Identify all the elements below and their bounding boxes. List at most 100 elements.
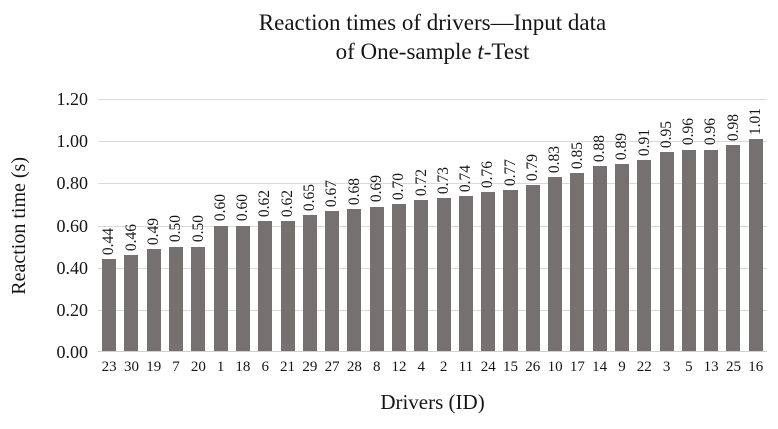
gridline [98,225,767,227]
x-tick-label: 15 [502,359,518,375]
bar-value-label: 0.46 [122,223,140,252]
bar-value-label: 0.50 [189,215,207,243]
bar-value-label: 0.62 [256,190,274,218]
bar [235,225,250,352]
bar-column: 0.50 [187,99,209,352]
bar-value-label: 0.73 [434,166,452,195]
bar-value-label: 0.68 [345,177,363,205]
x-tick-label: 7 [172,359,180,375]
x-axis-ticks: 23 30 19 7 20 1 18 6 21 29 27 28 8 12 4 2 11 24 15 26 10 17 14… [98,358,767,376]
bar-column: 0.89 [611,99,633,352]
bar-column: 0.77 [499,99,521,352]
bar [102,259,117,352]
bar-value-label: 0.77 [501,158,519,186]
bar-value-label: 0.72 [412,169,430,197]
bar-value-label: 0.88 [590,135,608,163]
bar-column: 0.65 [299,99,321,352]
bar-column: 0.85 [566,99,588,352]
bar-column: 0.60 [232,99,254,352]
chart-title: Reaction times of drivers—Input data of … [98,8,767,66]
bar-column: 0.74 [455,99,477,352]
x-tick-label: 24 [480,359,496,375]
bar-column: 1.01 [745,99,767,352]
bar-column: 0.62 [254,99,276,352]
bar-value-label: 0.74 [457,164,475,192]
bar-column: 0.44 [98,99,120,352]
x-tick-label: 27 [324,359,340,375]
bar [391,204,407,352]
x-tick-label: 4 [417,359,426,375]
x-tick-label: 18 [235,359,251,375]
chart-title-line1: Reaction times of drivers—Input data [258,10,607,35]
bar [436,198,451,352]
x-axis-title: Drivers (ID) [380,390,485,414]
gridline [98,141,767,143]
bar [414,200,429,352]
plot-area: 0.44 0.46 0.49 0.50 0.50 0.60 0.60 0.62 0.62 0.65… [98,99,767,352]
bar [592,166,607,352]
x-tick-label: 5 [685,359,693,375]
gridline [98,267,767,269]
bar-column: 0.68 [343,99,365,352]
bar-value-label: 0.60 [211,194,229,222]
bar-column: 0.83 [544,99,566,352]
x-tick-label: 28 [346,359,362,375]
bar-column: 0.98 [722,99,744,352]
y-tick-label: 0.60 [56,215,89,236]
bar [369,206,384,352]
bar-value-label: 0.49 [144,217,162,245]
x-tick-label: 23 [101,359,117,375]
bar-column: 0.91 [633,99,655,352]
bar-column: 0.79 [522,99,544,352]
y-tick-label: 1.20 [56,89,89,109]
bar-value-label: 1.01 [747,107,764,136]
x-tick-label: 14 [592,359,608,375]
bar-value-label: 0.60 [234,194,252,222]
bar-value-label: 0.79 [524,154,542,182]
bar-value-label: 0.96 [702,118,720,146]
bar [258,221,273,352]
bar-value-label: 0.67 [323,179,341,207]
bar-column: 0.95 [655,99,677,352]
x-tick-label: 1 [216,359,225,375]
x-tick-label: 2 [439,359,448,375]
bars-row: 0.44 0.46 0.49 0.50 0.50 0.60 0.60 0.62 0.62 0.65… [98,99,767,352]
x-tick-label: 10 [547,359,563,375]
bar-column: 0.62 [276,99,298,352]
x-axis-line [98,351,767,352]
bar [503,189,518,352]
bar-value-label: 0.44 [100,228,118,256]
bar-value-label: 0.91 [635,129,653,157]
bar-value-label: 0.89 [613,133,631,161]
bar [748,139,763,352]
bar-column: 0.46 [120,99,142,352]
bar-column: 0.67 [321,99,343,352]
bar [726,145,741,352]
bar [458,195,473,352]
bar-column: 0.76 [477,99,499,352]
bar [659,151,674,352]
x-tick-label: 16 [748,359,764,375]
x-tick-label: 3 [662,359,671,375]
gridline [98,309,767,311]
bar-column: 0.69 [366,99,388,352]
bar [570,172,585,352]
bar [325,210,340,352]
bar-value-label: 0.76 [479,160,497,188]
y-tick-label: 1.00 [56,131,89,152]
bar [124,255,139,352]
x-tick-label: 6 [261,359,269,375]
y-tick-label: 0.40 [56,257,89,278]
bar-value-label: 0.69 [367,175,385,203]
bar [280,221,295,352]
y-tick-label: 0.80 [56,173,89,194]
bar-value-label: 0.62 [278,190,296,218]
y-axis-title: Reaction time (s) [7,156,30,295]
bar-value-label: 0.65 [301,183,319,211]
bar [169,246,184,352]
bar [548,177,563,352]
x-tick-label: 17 [569,359,585,375]
bar [614,164,629,352]
gridline [98,183,767,185]
